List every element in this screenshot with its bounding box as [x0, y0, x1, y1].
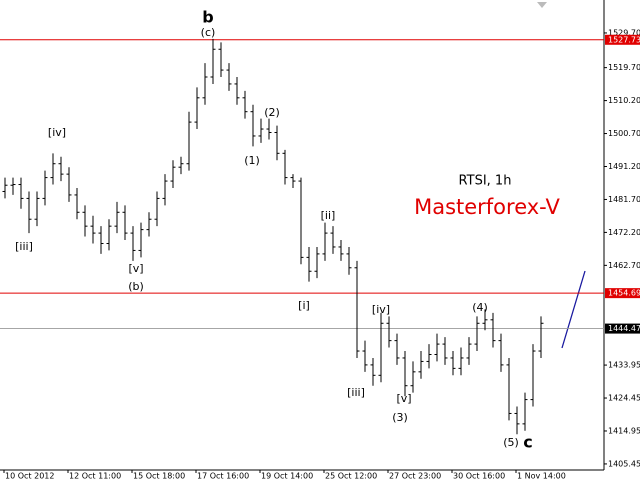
level-label: 1454.69	[608, 289, 640, 298]
y-tick-label: 1491.20	[608, 162, 640, 171]
wave-label: (1)	[244, 154, 260, 167]
x-tick-label: 17 Oct 16:00	[197, 472, 249, 480]
wave-label: (5)	[503, 436, 519, 449]
wave-label: [iv]	[372, 303, 390, 316]
wave-label: [iii]	[15, 240, 33, 253]
level-box	[605, 288, 640, 299]
x-tick-label: 15 Oct 18:00	[133, 472, 185, 480]
x-tick-label: 12 Oct 11:00	[69, 472, 121, 480]
wave-label: (3)	[392, 411, 408, 424]
y-tick-label: 1481.70	[608, 195, 640, 204]
wave-label: [iv]	[48, 126, 66, 139]
x-tick-label: 25 Oct 12:00	[325, 472, 377, 480]
level-label: 1527.73	[608, 35, 640, 44]
y-tick-label: 1462.70	[608, 261, 640, 270]
y-tick-label: 1510.20	[608, 96, 640, 105]
wave-label: b	[202, 8, 213, 27]
y-tick-label: 1500.70	[608, 129, 640, 138]
wave-label: (b)	[128, 280, 144, 293]
wave-label: (2)	[264, 106, 280, 119]
y-tick-label: 1405.45	[608, 459, 640, 468]
current-price-label: 1444.47	[608, 324, 640, 333]
wave-label: [v]	[396, 392, 411, 405]
wave-label: c	[523, 433, 532, 452]
x-tick-label: 27 Oct 23:00	[389, 472, 441, 480]
wave-label: [iii]	[347, 386, 365, 399]
current-price-box	[605, 323, 640, 334]
trend-line	[561, 270, 586, 349]
wave-label: [i]	[298, 299, 310, 312]
y-tick-label: 1414.95	[608, 426, 640, 435]
y-tick-label: 1529.70	[608, 28, 640, 37]
wave-label: [ii]	[321, 209, 336, 222]
x-tick-label: 10 Oct 2012	[5, 472, 54, 480]
y-tick-label: 1472.20	[608, 228, 640, 237]
wave-label: (c)	[201, 26, 216, 39]
chart-subtitle: Masterforex-V	[414, 195, 560, 219]
x-tick-label: 30 Oct 16:00	[453, 472, 505, 480]
x-tick-label: 1 Nov 14:00	[517, 472, 566, 480]
shift-marker	[537, 2, 547, 8]
level-box	[605, 34, 640, 45]
wave-label: (4)	[472, 301, 488, 314]
wave-label: [v]	[128, 262, 143, 275]
y-tick-label: 1424.45	[608, 394, 640, 403]
y-tick-label: 1433.95	[608, 361, 640, 370]
x-tick-label: 19 Oct 14:00	[261, 472, 313, 480]
chart-title: RTSI, 1h	[459, 174, 512, 189]
y-tick-label: 1519.70	[608, 63, 640, 72]
